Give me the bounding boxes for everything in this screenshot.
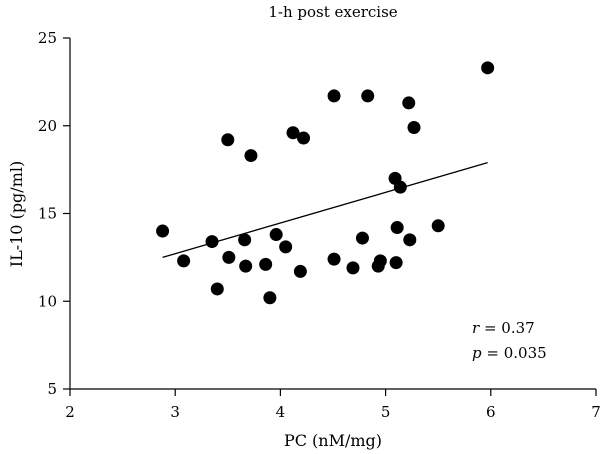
data-point [402, 96, 416, 110]
data-point [297, 131, 311, 145]
data-point [221, 133, 235, 147]
x-axis-title: PC (nM/mg) [284, 431, 382, 450]
data-point [156, 224, 170, 238]
data-point [346, 261, 360, 275]
data-point [431, 219, 445, 233]
data-point [279, 240, 293, 254]
data-point [205, 235, 219, 249]
data-point [259, 257, 273, 271]
data-point [327, 89, 341, 103]
data-point [389, 256, 403, 270]
data-point [238, 233, 252, 247]
data-point [286, 126, 300, 140]
data-point [393, 180, 407, 194]
x-tick-label: 7 [591, 403, 600, 421]
data-point [177, 254, 191, 268]
p-annotation: p = 0.035 [472, 344, 547, 362]
y-tick-label: 10 [38, 292, 57, 310]
data-point [327, 252, 341, 266]
x-tick-label: 3 [170, 403, 180, 421]
x-tick-label: 6 [486, 403, 496, 421]
data-point [244, 149, 258, 163]
x-tick-label: 5 [381, 403, 391, 421]
data-point [373, 254, 387, 268]
y-tick-label: 25 [38, 29, 57, 47]
data-point [269, 228, 283, 242]
data-point [355, 231, 369, 245]
data-point [407, 121, 421, 135]
data-point [239, 259, 253, 273]
data-point [403, 233, 417, 247]
data-point [390, 221, 404, 235]
y-tick-label: 5 [47, 380, 57, 398]
p-value: = 0.035 [482, 344, 547, 362]
chart-title: 1-h post exercise [268, 3, 397, 21]
data-point [361, 89, 375, 103]
data-point [263, 291, 277, 305]
r-annotation: r = 0.37 [472, 319, 535, 337]
y-axis-title: IL-10 (pg/ml) [7, 161, 26, 267]
x-tick-label: 4 [276, 403, 286, 421]
data-point [222, 250, 236, 264]
x-tick-label: 2 [65, 403, 75, 421]
p-symbol: p [472, 344, 482, 362]
r-value: = 0.37 [479, 319, 535, 337]
data-point [210, 282, 224, 296]
x-ticks: 2 3 4 5 6 7 [65, 389, 600, 421]
y-tick-label: 15 [38, 205, 57, 223]
data-point [481, 61, 495, 75]
y-ticks: 5 10 15 20 25 [38, 29, 70, 398]
r-symbol: r [472, 319, 480, 337]
data-point [293, 264, 307, 278]
y-tick-label: 20 [38, 117, 57, 135]
data-points [156, 61, 495, 305]
